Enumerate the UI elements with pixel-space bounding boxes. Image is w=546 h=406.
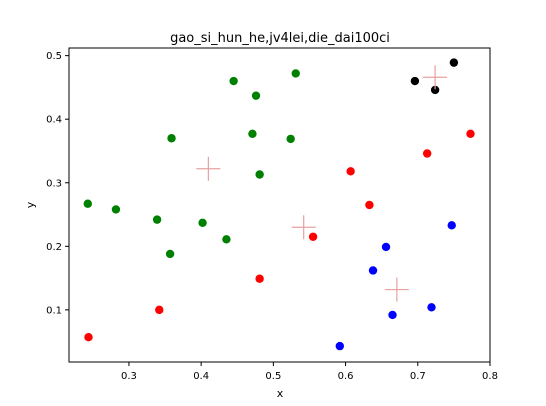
x-tick-label: 0.3	[121, 371, 137, 382]
x-tick-label: 0.5	[265, 371, 281, 382]
y-tick-label: 0.1	[46, 305, 62, 316]
x-tick-label: 0.7	[410, 371, 426, 382]
scatter-point	[222, 235, 231, 244]
scatter-point	[466, 129, 475, 139]
scatter-point	[430, 85, 440, 95]
y-axis-label: y	[24, 201, 37, 208]
scatter-point	[449, 58, 459, 67]
ticks-layer: 0.3 0.4 0.5 0.6 0.7 0.8 0.1 0.2 0.3 0.4 0.5	[46, 51, 498, 382]
centroid-marker	[423, 65, 448, 90]
x-tick-label: 0.4	[193, 371, 209, 382]
scatter-point	[251, 91, 261, 100]
scatter-point	[381, 242, 391, 252]
scatter-point	[286, 134, 295, 144]
scatter-point	[368, 266, 378, 275]
chart-title: gao_si_hun_he,jv4lei,die_dai100ci	[170, 31, 390, 46]
scatter-point	[84, 333, 93, 342]
scatter-point	[83, 199, 92, 208]
x-tick-label: 0.6	[338, 371, 354, 382]
scatter-point	[291, 69, 300, 78]
scatter-point	[365, 200, 374, 210]
scatter-point	[255, 170, 264, 179]
scatter-point	[167, 134, 176, 143]
scatter-point	[335, 341, 344, 351]
scatter-point	[308, 232, 318, 241]
scatter-point	[229, 76, 238, 86]
scatter-point	[447, 221, 456, 230]
scatter-point	[346, 167, 355, 176]
scatter-point	[255, 274, 264, 283]
scatter-point	[388, 310, 397, 320]
y-tick-label: 0.3	[46, 178, 62, 189]
x-axis-label: x	[277, 387, 284, 400]
scatter-point	[165, 249, 175, 259]
y-tick-label: 0.2	[46, 242, 62, 253]
centroid-marker	[196, 156, 221, 181]
x-tick-label: 0.8	[482, 371, 498, 382]
y-tick-label: 0.4	[46, 115, 62, 126]
scatter-point	[155, 305, 164, 315]
marks-layer	[83, 58, 475, 351]
scatter-point	[410, 76, 420, 86]
scatter-point	[198, 218, 207, 227]
y-tick-label: 0.5	[46, 51, 62, 62]
scatter-point	[152, 215, 162, 224]
scatter-point	[427, 303, 436, 312]
centroid-marker	[384, 277, 409, 302]
scatter-point	[422, 149, 432, 158]
plot-frame	[68, 47, 491, 363]
scatter-point	[248, 129, 257, 139]
scatter-point	[111, 205, 121, 214]
centroid-marker	[291, 215, 316, 240]
